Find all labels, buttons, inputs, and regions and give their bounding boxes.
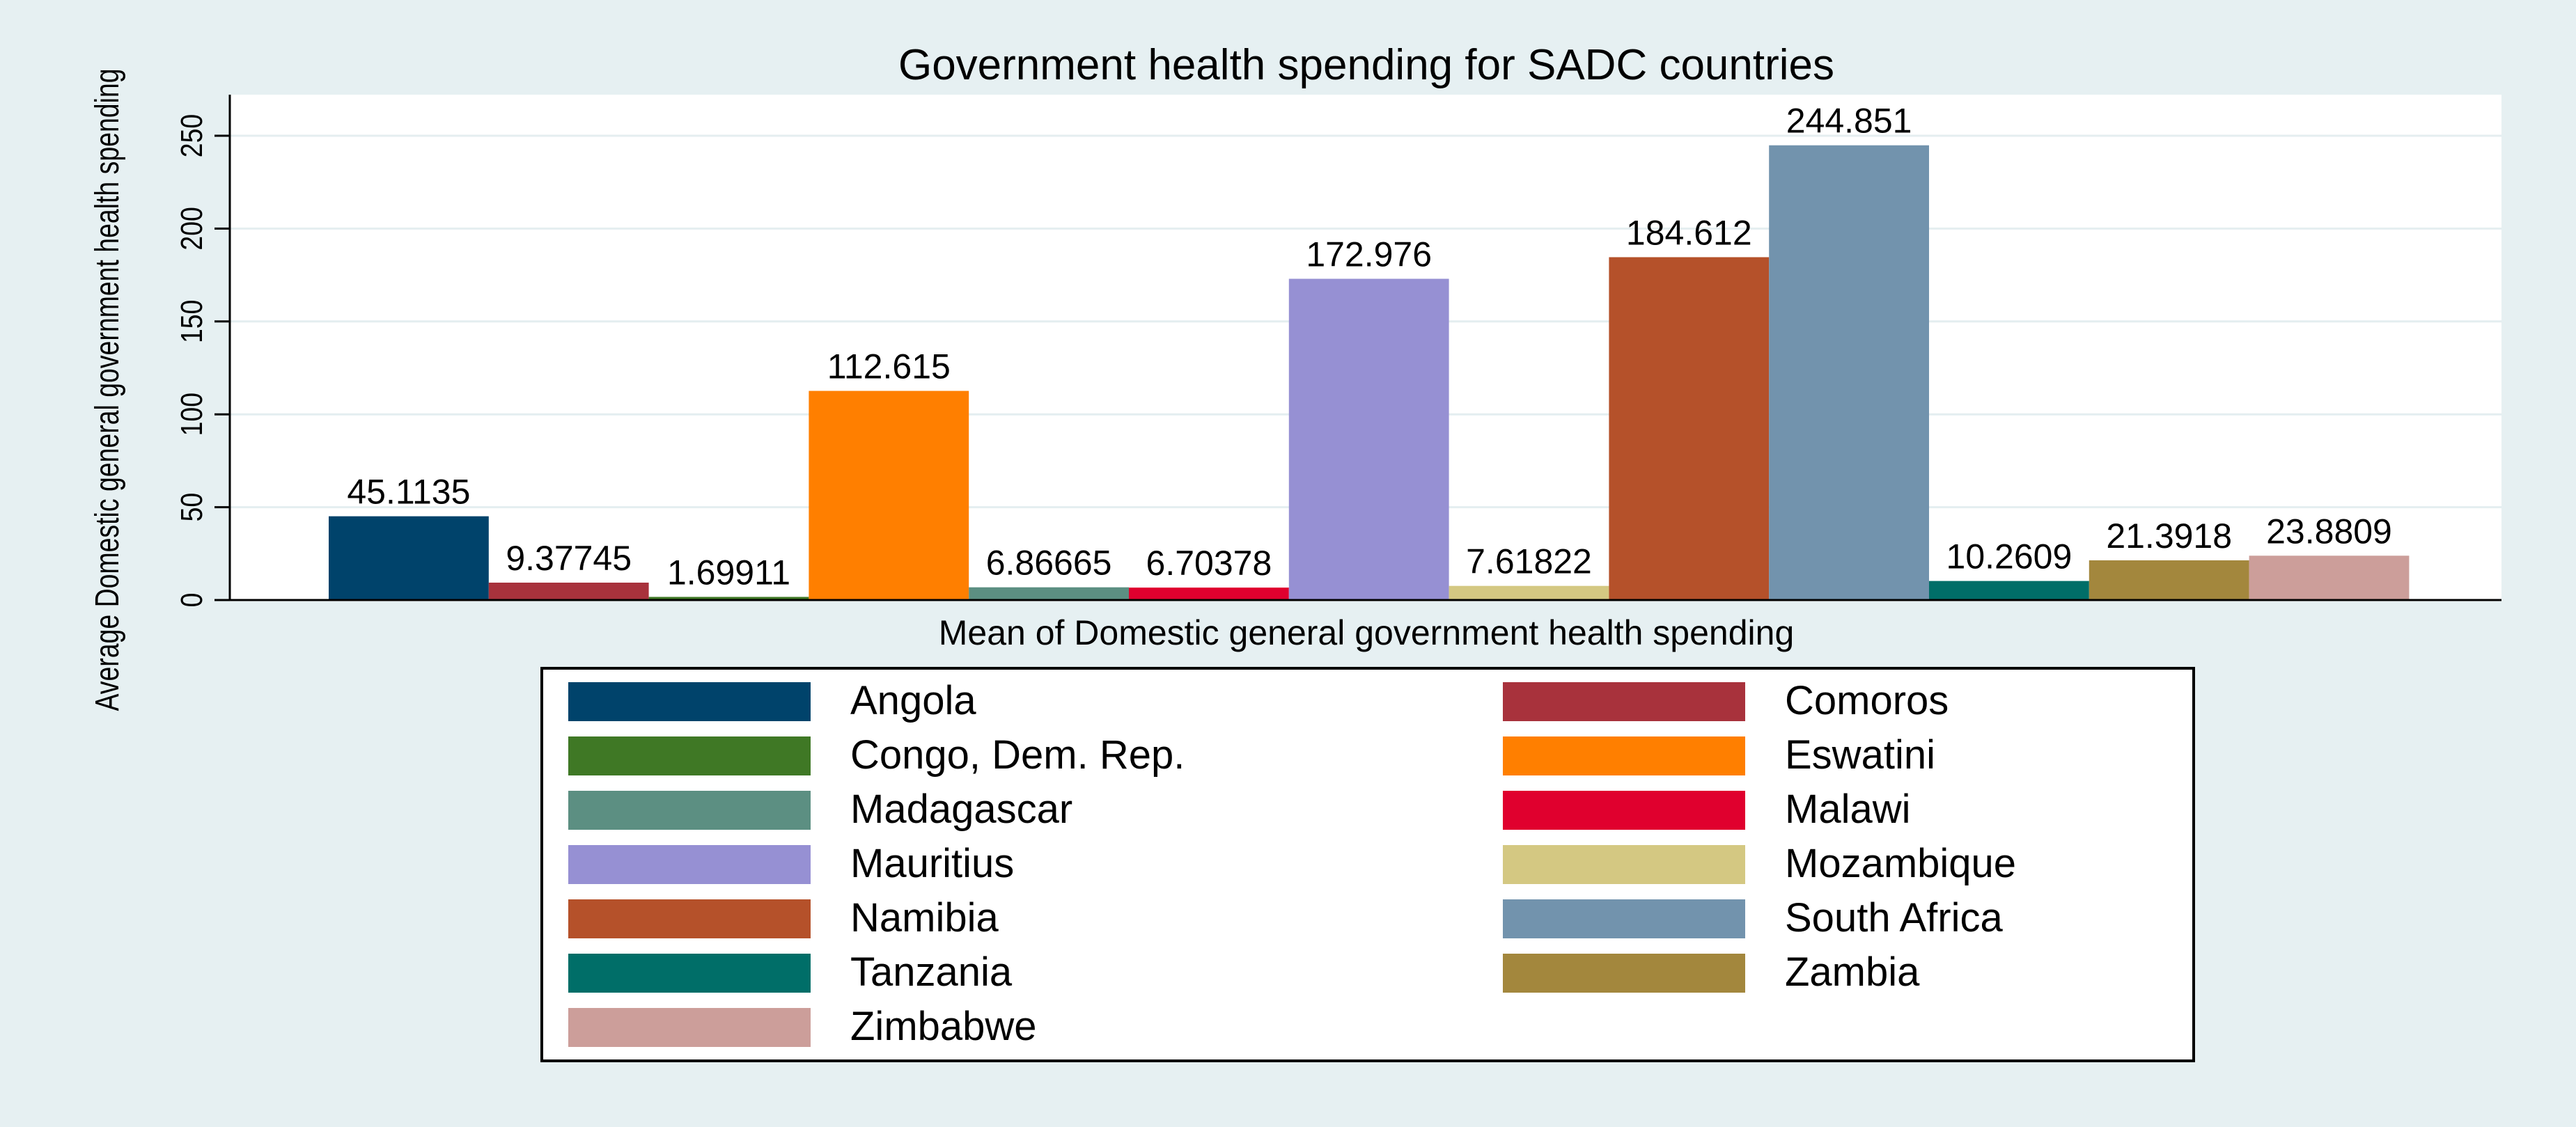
- legend-swatch: [568, 1008, 811, 1047]
- y-tick-label: 0: [174, 593, 209, 608]
- legend-swatch: [568, 899, 811, 938]
- x-axis-label: Mean of Domestic general government heal…: [939, 613, 1795, 652]
- bar-angola: [329, 516, 489, 600]
- bar-value-label: 6.70378: [1146, 544, 1272, 583]
- legend-swatch: [1503, 682, 1745, 721]
- bar-eswatini: [809, 391, 969, 600]
- legend-items: Angola Comoros Congo, Dem. Rep. Eswatini Mad…: [568, 678, 2016, 1049]
- bar-value-label: 7.61822: [1466, 542, 1592, 581]
- legend-label: Zambia: [1785, 949, 1920, 995]
- legend-label: Congo, Dem. Rep.: [850, 732, 1185, 778]
- legend-swatch: [568, 845, 811, 884]
- chart-title: Government health spending for SADC coun…: [898, 41, 1834, 89]
- y-tick-label: 150: [174, 300, 209, 343]
- bar-zambia: [2089, 560, 2249, 600]
- y-axis-label: Average Domestic general government heal…: [89, 68, 127, 711]
- legend-label: Angola: [850, 678, 976, 723]
- legend-label: Namibia: [850, 895, 999, 940]
- legend-swatch: [1503, 791, 1745, 830]
- legend-label: Madagascar: [850, 787, 1072, 832]
- legend-label: Zimbabwe: [850, 1004, 1037, 1049]
- y-tick-label: 200: [174, 207, 209, 250]
- bar-value-label: 10.2609: [1946, 537, 2072, 576]
- legend-swatch: [568, 682, 811, 721]
- legend-label: Mozambique: [1785, 841, 2016, 886]
- bar-mozambique: [1449, 585, 1609, 600]
- legend-label: Malawi: [1785, 787, 1911, 832]
- legend-label: Eswatini: [1785, 732, 1935, 778]
- legend-label: Comoros: [1785, 678, 1949, 723]
- legend-label: South Africa: [1785, 895, 2003, 940]
- bar-value-label: 184.612: [1626, 213, 1752, 252]
- bar-south-africa: [1769, 145, 1929, 600]
- bar-value-label: 6.86665: [986, 544, 1112, 583]
- y-axis-ticks: 0 50 100 150 200 250: [174, 114, 230, 608]
- bar-malawi: [1129, 588, 1289, 600]
- y-tick-label: 100: [174, 393, 209, 436]
- bar-namibia: [1609, 257, 1770, 600]
- bar-value-label: 23.8809: [2266, 512, 2392, 551]
- legend-swatch: [1503, 954, 1745, 993]
- bar-comoros: [488, 582, 649, 600]
- bar-zimbabwe: [2249, 555, 2410, 600]
- legend-swatch: [568, 791, 811, 830]
- y-tick-label: 50: [174, 493, 209, 522]
- legend-label: Mauritius: [850, 841, 1014, 886]
- bar-value-labels: 45.1135 9.37745 1.69911 112.615 6.86665 6.703…: [347, 102, 2391, 592]
- bar-value-label: 172.976: [1306, 235, 1432, 274]
- bar-value-label: 9.37745: [506, 539, 632, 578]
- bars: [329, 145, 2410, 600]
- legend-label: Tanzania: [850, 949, 1013, 995]
- bar-tanzania: [1929, 581, 2089, 600]
- bar-value-label: 45.1135: [347, 473, 470, 512]
- y-tick-label: 250: [174, 114, 209, 157]
- bar-value-label: 21.3918: [2106, 517, 2232, 555]
- bar-value-label: 1.69911: [667, 553, 790, 592]
- bar-congo-dem-rep: [648, 597, 809, 600]
- legend: [540, 667, 2195, 1062]
- legend-swatch: [568, 736, 811, 775]
- bar-madagascar: [969, 587, 1129, 600]
- legend-swatch: [1503, 899, 1745, 938]
- legend-swatch: [1503, 736, 1745, 775]
- legend-swatch: [1503, 845, 1745, 884]
- bar-value-label: 112.615: [827, 347, 951, 386]
- legend-swatch: [568, 954, 811, 993]
- bar-mauritius: [1288, 278, 1449, 600]
- bar-value-label: 244.851: [1786, 102, 1912, 141]
